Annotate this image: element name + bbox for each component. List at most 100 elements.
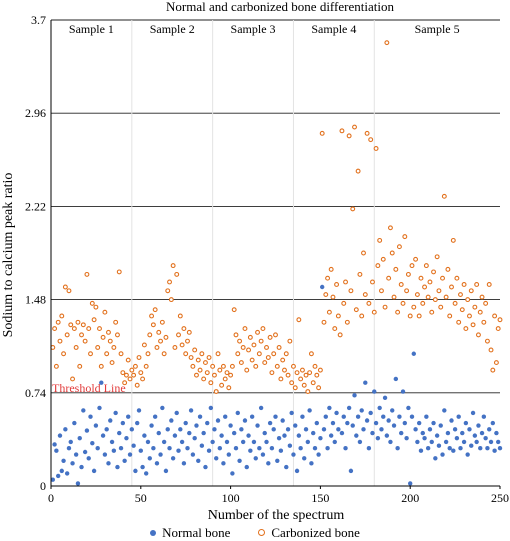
point-normal bbox=[174, 410, 179, 416]
point-carbonized bbox=[432, 297, 438, 303]
point-normal bbox=[249, 414, 255, 419]
point-normal bbox=[192, 435, 197, 441]
point-carbonized bbox=[427, 279, 433, 285]
point-carbonized bbox=[79, 332, 84, 338]
point-normal bbox=[364, 418, 370, 423]
point-carbonized bbox=[423, 263, 429, 269]
point-normal bbox=[61, 458, 66, 464]
point-carbonized bbox=[276, 345, 282, 350]
point-normal bbox=[57, 433, 63, 438]
point-normal bbox=[379, 427, 384, 432]
point-normal bbox=[496, 439, 501, 445]
point-carbonized bbox=[70, 376, 76, 382]
point-normal bbox=[72, 420, 77, 426]
point-carbonized bbox=[477, 309, 483, 315]
y-tick-label: 2.22 bbox=[25, 199, 46, 213]
point-normal bbox=[284, 464, 289, 470]
point-carbonized bbox=[249, 357, 255, 363]
point-carbonized bbox=[366, 300, 372, 306]
point-normal bbox=[246, 433, 251, 438]
point-normal bbox=[307, 408, 312, 413]
sample-label: Sample 3 bbox=[231, 22, 276, 36]
point-normal bbox=[397, 414, 402, 419]
point-carbonized bbox=[57, 338, 63, 344]
point-normal bbox=[106, 461, 111, 466]
point-normal bbox=[217, 446, 223, 451]
point-carbonized bbox=[395, 309, 401, 315]
point-carbonized bbox=[344, 319, 350, 325]
point-carbonized bbox=[450, 237, 456, 243]
point-normal bbox=[327, 405, 332, 411]
point-carbonized bbox=[416, 313, 422, 319]
point-carbonized bbox=[104, 351, 110, 357]
point-normal bbox=[377, 405, 382, 411]
point-carbonized bbox=[237, 338, 243, 344]
point-carbonized bbox=[402, 234, 408, 240]
point-carbonized bbox=[260, 326, 266, 332]
legend-marker-carbonized bbox=[258, 529, 266, 536]
point-normal bbox=[93, 423, 99, 428]
point-carbonized bbox=[147, 332, 153, 338]
point-normal bbox=[319, 284, 325, 290]
point-normal bbox=[187, 430, 192, 436]
point-normal bbox=[280, 418, 285, 423]
point-normal bbox=[325, 446, 330, 451]
point-normal bbox=[64, 471, 70, 476]
point-normal bbox=[251, 439, 257, 445]
point-carbonized bbox=[287, 338, 293, 344]
point-normal bbox=[138, 448, 143, 453]
point-normal bbox=[160, 405, 165, 411]
point-carbonized bbox=[470, 322, 476, 328]
point-normal bbox=[436, 443, 442, 448]
point-normal bbox=[239, 427, 244, 432]
y-tick-label: 0 bbox=[40, 479, 46, 493]
point-normal bbox=[262, 430, 267, 436]
point-carbonized bbox=[197, 367, 203, 373]
point-carbonized bbox=[168, 297, 174, 303]
point-carbonized bbox=[181, 326, 187, 332]
point-carbonized bbox=[251, 342, 257, 348]
point-carbonized bbox=[176, 332, 181, 338]
point-carbonized bbox=[188, 355, 194, 360]
point-carbonized bbox=[235, 351, 241, 357]
point-carbonized bbox=[278, 376, 284, 382]
point-normal bbox=[291, 452, 296, 457]
point-normal bbox=[350, 423, 355, 428]
point-normal bbox=[215, 418, 221, 423]
point-carbonized bbox=[425, 294, 431, 300]
point-normal bbox=[126, 414, 131, 419]
point-normal bbox=[282, 433, 287, 438]
point-carbonized bbox=[438, 304, 444, 310]
point-carbonized bbox=[98, 363, 104, 369]
point-normal bbox=[170, 456, 176, 461]
point-normal bbox=[124, 435, 129, 441]
point-normal bbox=[82, 449, 88, 455]
point-carbonized bbox=[53, 363, 59, 369]
point-carbonized bbox=[440, 275, 445, 281]
point-carbonized bbox=[211, 372, 217, 378]
point-normal bbox=[470, 410, 476, 416]
point-carbonized bbox=[316, 385, 322, 391]
point-normal bbox=[167, 446, 172, 451]
point-carbonized bbox=[111, 345, 117, 350]
point-carbonized bbox=[204, 370, 210, 376]
point-normal bbox=[70, 461, 75, 466]
point-normal bbox=[135, 420, 140, 426]
point-carbonized bbox=[177, 313, 183, 319]
point-carbonized bbox=[174, 271, 180, 277]
point-carbonized bbox=[127, 376, 133, 382]
point-carbonized bbox=[463, 326, 469, 332]
point-normal bbox=[221, 461, 226, 466]
point-carbonized bbox=[492, 313, 498, 319]
point-normal bbox=[276, 435, 282, 441]
point-carbonized bbox=[246, 347, 252, 353]
point-normal bbox=[255, 423, 260, 428]
point-carbonized bbox=[445, 266, 451, 272]
point-carbonized bbox=[308, 351, 314, 357]
point-carbonized bbox=[258, 338, 264, 344]
point-normal bbox=[278, 448, 284, 453]
point-carbonized bbox=[289, 380, 295, 386]
point-normal bbox=[140, 464, 145, 470]
point-normal bbox=[79, 464, 84, 470]
point-carbonized bbox=[339, 128, 345, 134]
